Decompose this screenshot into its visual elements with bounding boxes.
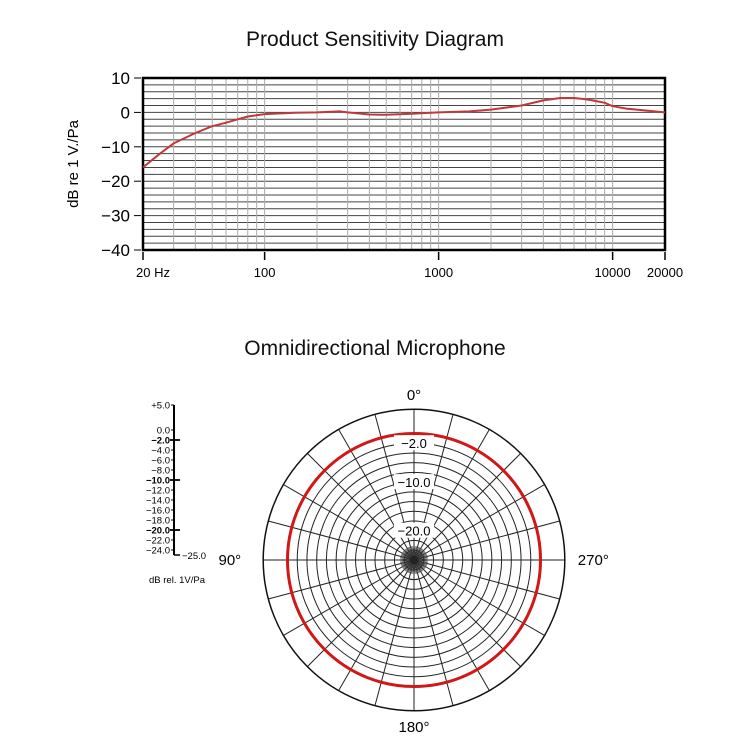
polar-center-dot bbox=[410, 556, 418, 564]
x-tick-label: 20 Hz bbox=[136, 265, 170, 280]
response-curve bbox=[142, 97, 666, 169]
y-tick-label: −20 bbox=[101, 172, 130, 191]
ring-label: −2.0 bbox=[401, 436, 427, 451]
ring-label: −20.0 bbox=[398, 524, 431, 539]
x-tick-label: 10000 bbox=[595, 265, 631, 280]
polar-pattern-curve bbox=[286, 432, 542, 688]
polar-spoke bbox=[307, 453, 415, 561]
y-tick-label: 10 bbox=[111, 69, 130, 88]
y-tick-label: −40 bbox=[101, 241, 130, 260]
polar-outer-ring bbox=[262, 408, 566, 712]
y-tick-label: −30 bbox=[101, 207, 130, 226]
polar-pattern-chart: −2.0−10.0−20.00°90°180°270°+5.00.0−2.0−4… bbox=[146, 387, 609, 736]
polar-title: Omnidirectional Microphone bbox=[244, 337, 506, 360]
scale-label: −8.0 bbox=[151, 466, 170, 477]
scale-label: −20.0 bbox=[146, 526, 170, 537]
polar-spoke bbox=[413, 559, 521, 667]
x-tick-label: 20000 bbox=[647, 265, 683, 280]
scale-label: −16.0 bbox=[146, 506, 170, 517]
scale-label: −2.0 bbox=[151, 436, 170, 447]
ring-label-bg bbox=[394, 522, 434, 538]
angle-label: 0° bbox=[407, 387, 421, 404]
scale-label: −18.0 bbox=[146, 516, 170, 527]
scale-label: −22.0 bbox=[146, 536, 170, 547]
scale-label: −6.0 bbox=[151, 456, 170, 467]
scale-label: −14.0 bbox=[146, 496, 170, 507]
angle-label: 90° bbox=[219, 552, 242, 569]
polar-spoke bbox=[413, 453, 521, 561]
scale-label: +5.0 bbox=[151, 401, 170, 412]
scale-label: −12.0 bbox=[146, 486, 170, 497]
y-axis-label: dB re 1 V./Pa bbox=[65, 119, 82, 207]
scale-label: −10.0 bbox=[146, 476, 170, 487]
y-tick-label: 0 bbox=[121, 103, 130, 122]
scale-label: −24.0 bbox=[146, 546, 170, 557]
y-tick-label: −10 bbox=[101, 138, 130, 157]
scale-unit-label: dB rel. 1V/Pa bbox=[149, 575, 206, 586]
x-tick-label: 100 bbox=[254, 265, 276, 280]
angle-label: 180° bbox=[398, 719, 429, 736]
x-tick-label: 1000 bbox=[424, 265, 453, 280]
ring-label-bg bbox=[394, 474, 434, 490]
plot-frame bbox=[141, 76, 667, 252]
sensitivity-title: Product Sensitivity Diagram bbox=[246, 28, 504, 51]
scale-label: 0.0 bbox=[157, 426, 170, 437]
scale-label: −4.0 bbox=[151, 446, 170, 457]
angle-label: 270° bbox=[578, 552, 609, 569]
ring-label: −10.0 bbox=[398, 475, 431, 490]
scale-bottom-label: −25.0 bbox=[182, 551, 206, 562]
polar-spoke bbox=[307, 559, 415, 667]
ring-label-bg bbox=[394, 435, 434, 451]
